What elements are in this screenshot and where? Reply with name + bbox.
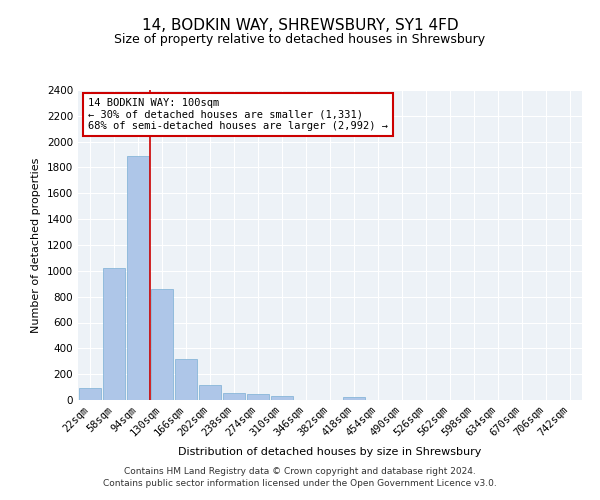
Text: Size of property relative to detached houses in Shrewsbury: Size of property relative to detached ho…	[115, 32, 485, 46]
Bar	[247, 394, 269, 400]
X-axis label: Distribution of detached houses by size in Shrewsbury: Distribution of detached houses by size …	[178, 447, 482, 457]
Bar	[343, 397, 365, 400]
Bar	[151, 289, 173, 400]
Y-axis label: Number of detached properties: Number of detached properties	[31, 158, 41, 332]
Bar	[79, 388, 101, 400]
Bar	[103, 268, 125, 400]
Text: 14 BODKIN WAY: 100sqm
← 30% of detached houses are smaller (1,331)
68% of semi-d: 14 BODKIN WAY: 100sqm ← 30% of detached …	[88, 98, 388, 131]
Text: 14, BODKIN WAY, SHREWSBURY, SY1 4FD: 14, BODKIN WAY, SHREWSBURY, SY1 4FD	[142, 18, 458, 32]
Bar	[199, 385, 221, 400]
Text: Contains HM Land Registry data © Crown copyright and database right 2024.
Contai: Contains HM Land Registry data © Crown c…	[103, 466, 497, 487]
Bar	[223, 393, 245, 400]
Bar	[271, 396, 293, 400]
Bar	[127, 156, 149, 400]
Bar	[175, 358, 197, 400]
